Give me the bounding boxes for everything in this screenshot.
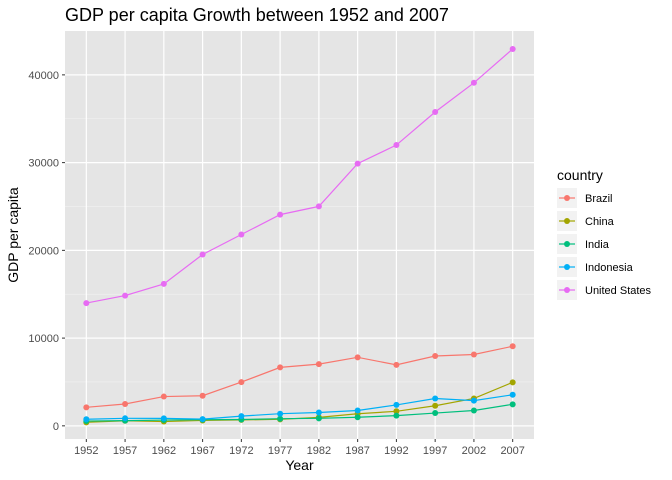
x-tick-label: 1972 — [229, 445, 253, 457]
data-point-united-states — [122, 292, 129, 299]
series-line-united-states — [86, 48, 514, 304]
legend-key-point-united-states — [564, 287, 570, 293]
legend-key-point-brazil — [564, 195, 570, 201]
data-point-brazil — [238, 379, 245, 386]
data-point-united-states — [315, 203, 322, 210]
data-point-indonesia — [315, 409, 322, 416]
data-point-indonesia — [122, 415, 129, 422]
data-point-brazil — [432, 353, 439, 360]
y-tick-label: 40000 — [28, 70, 59, 82]
y-axis: 0 10000 20000 30000 40000 — [28, 70, 65, 433]
data-point-brazil — [393, 361, 400, 368]
data-point-united-states — [509, 45, 516, 52]
data-point-united-states — [160, 280, 167, 287]
data-point-indonesia — [238, 413, 245, 420]
legend-label-india: India — [585, 239, 610, 251]
x-tick-label: 2007 — [500, 445, 524, 457]
data-point-indonesia — [83, 416, 90, 423]
x-tick-label: 1992 — [384, 445, 408, 457]
data-point-china — [393, 408, 400, 415]
data-point-indonesia — [160, 415, 167, 422]
series-layer — [83, 45, 516, 426]
data-point-united-states — [238, 231, 245, 238]
data-point-united-states — [393, 142, 400, 149]
data-point-indonesia — [393, 401, 400, 408]
chart-title: GDP per capita Growth between 1952 and 2… — [65, 5, 449, 25]
x-tick-label: 1987 — [345, 445, 369, 457]
data-point-brazil — [160, 393, 167, 400]
legend-label-indonesia: Indonesia — [585, 262, 634, 274]
x-axis: 1952 1957 1962 1967 1972 1977 1982 1987 1992 1997… — [74, 439, 525, 457]
minor-gridlines — [65, 118, 534, 383]
data-point-united-states — [432, 109, 439, 116]
data-point-indonesia — [199, 416, 206, 423]
series-line-indonesia — [86, 394, 513, 420]
legend-items: Brazil China India Indonesia United States — [557, 188, 652, 300]
data-point-indonesia — [277, 410, 284, 417]
data-point-china — [509, 379, 516, 386]
x-tick-label: 1977 — [268, 445, 292, 457]
legend-label-brazil: Brazil — [585, 193, 613, 205]
x-tick-label: 2002 — [462, 445, 486, 457]
data-point-brazil — [509, 343, 516, 350]
y-tick-label: 20000 — [28, 245, 59, 257]
plot-panel — [65, 31, 534, 439]
data-point-india — [354, 414, 361, 421]
data-point-india — [393, 412, 400, 419]
y-tick-label: 10000 — [28, 333, 59, 345]
data-point-india — [277, 415, 284, 422]
x-axis-title: Year — [285, 457, 314, 473]
y-axis-title: GDP per capita — [5, 187, 21, 283]
data-point-indonesia — [354, 407, 361, 414]
series-line-india — [86, 403, 513, 422]
x-tick-label: 1952 — [74, 445, 98, 457]
data-point-brazil — [470, 351, 477, 358]
data-point-india — [315, 415, 322, 422]
series-line-brazil — [86, 345, 513, 408]
x-tick-label: 1967 — [190, 445, 214, 457]
legend-key-point-indonesia — [564, 264, 570, 270]
x-tick-label: 1982 — [307, 445, 331, 457]
data-point-indonesia — [470, 397, 477, 404]
y-tick-label: 0 — [53, 421, 59, 433]
data-point-indonesia — [509, 391, 516, 398]
x-tick-label: 1997 — [423, 445, 447, 457]
data-point-india — [509, 401, 516, 408]
data-point-brazil — [199, 392, 206, 399]
legend-label-united-states: United States — [585, 285, 652, 297]
data-point-indonesia — [432, 395, 439, 402]
data-point-india — [470, 407, 477, 414]
data-point-brazil — [315, 361, 322, 368]
data-point-brazil — [122, 401, 129, 408]
data-point-brazil — [354, 354, 361, 361]
x-tick-label: 1962 — [152, 445, 176, 457]
legend-key-point-india — [564, 241, 570, 247]
data-point-brazil — [277, 364, 284, 371]
legend-label-china: China — [585, 216, 615, 228]
legend-key-point-china — [564, 218, 570, 224]
legend-title: country — [557, 167, 603, 183]
data-point-united-states — [277, 211, 284, 218]
data-point-brazil — [83, 404, 90, 411]
data-point-united-states — [199, 251, 206, 258]
data-point-united-states — [354, 160, 361, 167]
legend: country Brazil China India Indonesia United … — [557, 167, 652, 300]
data-point-india — [432, 410, 439, 417]
x-tick-label: 1957 — [113, 445, 137, 457]
data-point-china — [432, 402, 439, 409]
data-point-united-states — [470, 79, 477, 86]
data-point-united-states — [83, 300, 90, 307]
y-tick-label: 30000 — [28, 158, 59, 170]
